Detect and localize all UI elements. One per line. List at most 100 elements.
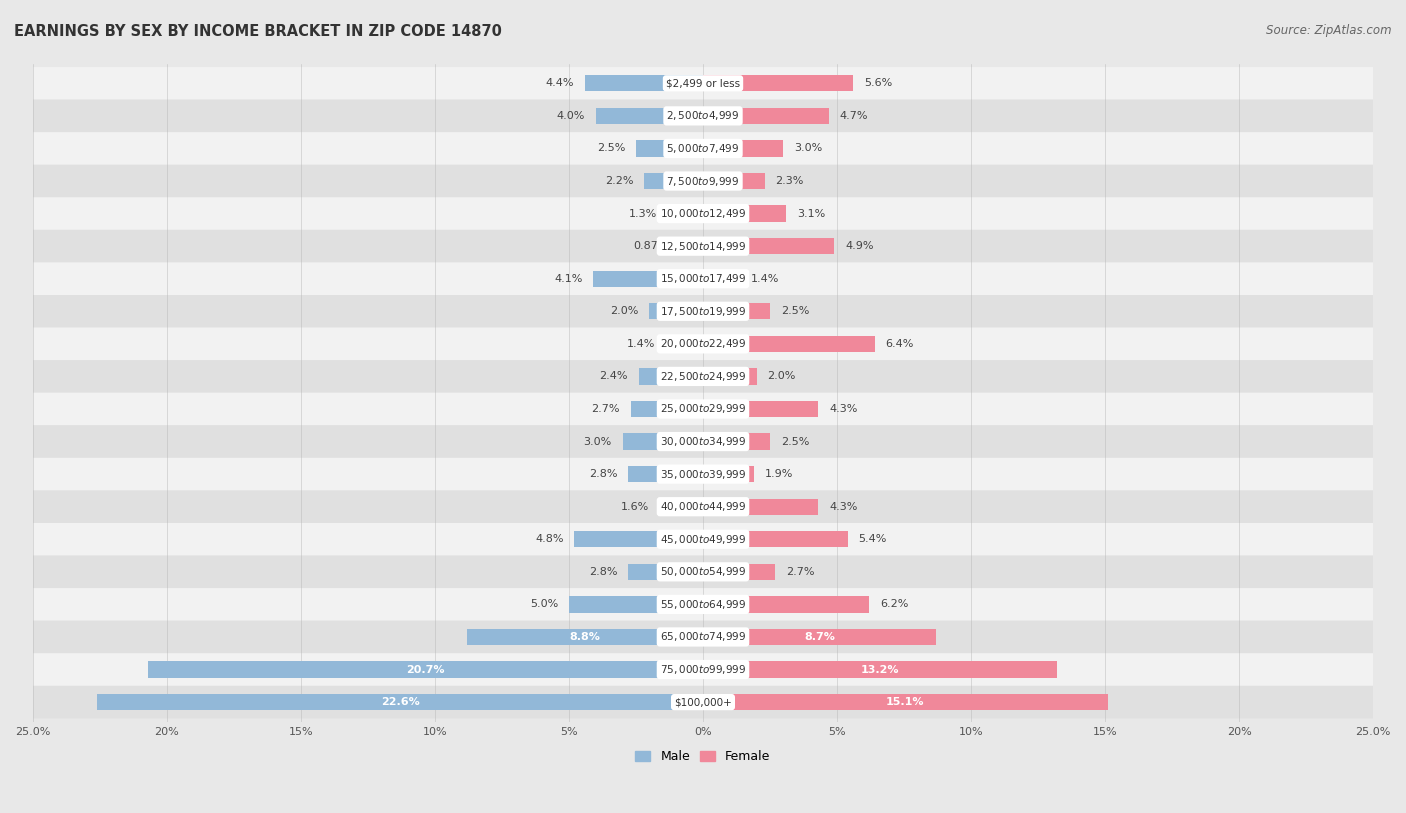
Text: 6.2%: 6.2% [880,599,908,610]
Text: 5.4%: 5.4% [859,534,887,544]
Text: 15.1%: 15.1% [886,697,925,707]
Text: 5.0%: 5.0% [530,599,558,610]
Text: 1.6%: 1.6% [621,502,650,511]
Text: $2,500 to $4,999: $2,500 to $4,999 [666,110,740,123]
Bar [703,206,786,222]
Bar [585,75,703,92]
Bar [593,271,703,287]
Text: 0.87%: 0.87% [634,241,669,251]
Text: 2.8%: 2.8% [589,567,617,577]
Text: $25,000 to $29,999: $25,000 to $29,999 [659,402,747,415]
Text: 2.7%: 2.7% [592,404,620,414]
Text: $40,000 to $44,999: $40,000 to $44,999 [659,500,747,513]
FancyBboxPatch shape [32,328,1374,360]
Text: 1.4%: 1.4% [626,339,655,349]
Bar [665,336,703,352]
Text: $20,000 to $22,499: $20,000 to $22,499 [659,337,747,350]
Bar [650,303,703,320]
Text: $2,499 or less: $2,499 or less [666,78,740,89]
Text: 2.5%: 2.5% [780,307,808,316]
Bar [703,173,765,189]
Bar [569,596,703,612]
Text: 4.3%: 4.3% [830,404,858,414]
FancyBboxPatch shape [32,686,1374,719]
Bar [596,108,703,124]
Text: 13.2%: 13.2% [860,664,900,675]
Text: $75,000 to $99,999: $75,000 to $99,999 [659,663,747,676]
Text: 2.2%: 2.2% [605,176,633,186]
Bar [703,141,783,157]
FancyBboxPatch shape [32,588,1374,620]
Text: 1.3%: 1.3% [628,209,658,219]
Text: $17,500 to $19,999: $17,500 to $19,999 [659,305,747,318]
Bar [703,498,818,515]
Text: 3.0%: 3.0% [583,437,612,446]
Text: $100,000+: $100,000+ [673,697,733,707]
Text: $22,500 to $24,999: $22,500 to $24,999 [659,370,747,383]
Bar [703,75,853,92]
Text: 4.4%: 4.4% [546,78,574,89]
Bar [703,108,830,124]
Bar [703,433,770,450]
FancyBboxPatch shape [32,523,1374,555]
FancyBboxPatch shape [32,360,1374,393]
Text: 1.4%: 1.4% [751,274,780,284]
Bar [659,498,703,515]
FancyBboxPatch shape [32,490,1374,523]
Bar [703,271,741,287]
Bar [703,662,1057,678]
Text: $55,000 to $64,999: $55,000 to $64,999 [659,598,747,611]
Text: 2.5%: 2.5% [780,437,808,446]
Text: $5,000 to $7,499: $5,000 to $7,499 [666,142,740,155]
FancyBboxPatch shape [32,100,1374,133]
Text: $10,000 to $12,499: $10,000 to $12,499 [659,207,747,220]
FancyBboxPatch shape [32,458,1374,490]
Bar [679,238,703,254]
Text: 5.6%: 5.6% [863,78,893,89]
Text: 8.8%: 8.8% [569,632,600,642]
Bar [574,531,703,547]
Text: 20.7%: 20.7% [406,664,444,675]
FancyBboxPatch shape [32,393,1374,425]
Bar [467,628,703,645]
FancyBboxPatch shape [32,165,1374,198]
FancyBboxPatch shape [32,425,1374,458]
Text: $45,000 to $49,999: $45,000 to $49,999 [659,533,747,546]
Text: 2.5%: 2.5% [598,143,626,154]
Text: 6.4%: 6.4% [886,339,914,349]
Bar [703,303,770,320]
Text: 4.8%: 4.8% [536,534,564,544]
Bar [638,368,703,385]
Text: 4.0%: 4.0% [557,111,585,121]
FancyBboxPatch shape [32,263,1374,295]
Text: EARNINGS BY SEX BY INCOME BRACKET IN ZIP CODE 14870: EARNINGS BY SEX BY INCOME BRACKET IN ZIP… [14,24,502,39]
Bar [148,662,703,678]
FancyBboxPatch shape [32,67,1374,100]
FancyBboxPatch shape [32,555,1374,588]
Text: $12,500 to $14,999: $12,500 to $14,999 [659,240,747,253]
Text: 2.8%: 2.8% [589,469,617,479]
Text: 3.0%: 3.0% [794,143,823,154]
Text: 3.1%: 3.1% [797,209,825,219]
Bar [703,466,754,482]
Bar [623,433,703,450]
Text: 2.0%: 2.0% [768,372,796,381]
Bar [703,368,756,385]
Text: 4.3%: 4.3% [830,502,858,511]
Text: 2.0%: 2.0% [610,307,638,316]
Bar [703,628,936,645]
Bar [703,694,1108,711]
Text: 8.7%: 8.7% [804,632,835,642]
Bar [636,141,703,157]
Text: $50,000 to $54,999: $50,000 to $54,999 [659,565,747,578]
Text: $35,000 to $39,999: $35,000 to $39,999 [659,467,747,480]
Bar [703,563,775,580]
FancyBboxPatch shape [32,230,1374,263]
Bar [703,596,869,612]
Bar [97,694,703,711]
Bar [703,531,848,547]
Text: 22.6%: 22.6% [381,697,419,707]
Bar [644,173,703,189]
FancyBboxPatch shape [32,295,1374,328]
Text: 4.9%: 4.9% [845,241,873,251]
